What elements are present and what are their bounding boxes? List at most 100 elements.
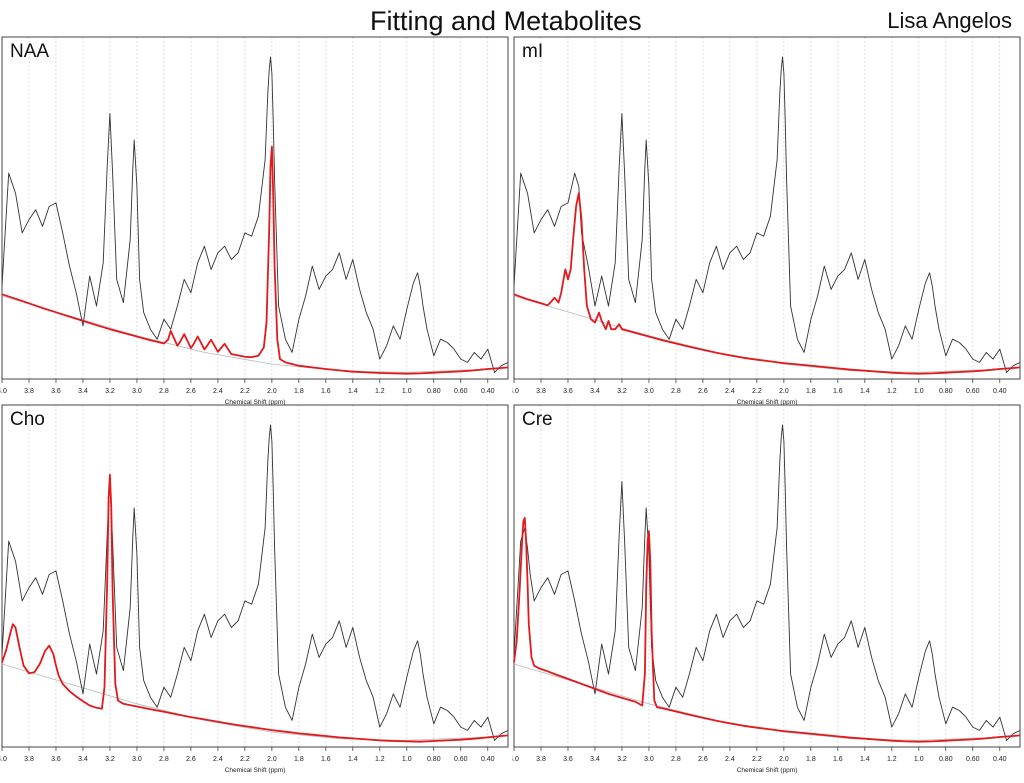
x-tick-label: 2.4 xyxy=(213,756,223,763)
panel-mi: 4.0 3.8 3.6 3.4 3.2 3.0 2.8 2.6 2.4 2.2 2.0 1.8 1.6 1… xyxy=(512,35,1022,415)
spectrum-chart-cre: 4.0 3.8 3.6 3.4 3.2 3.0 2.8 2.6 2.4 2.2 2.0 1.8 1.6 1… xyxy=(512,404,1021,774)
panel-label: Cre xyxy=(522,409,553,430)
x-tick-label: 2.8 xyxy=(671,388,681,395)
x-tick-label: 1.0 xyxy=(914,388,924,395)
slide-title: Fitting and Metabolites xyxy=(370,6,642,36)
x-tick-label: 1.2 xyxy=(375,388,385,395)
x-tick-label: 2.0 xyxy=(779,388,789,395)
x-tick-label: 3.0 xyxy=(132,388,142,395)
x-tick-label: 0.60 xyxy=(454,756,468,763)
x-tick-label: 3.6 xyxy=(51,756,61,763)
x-tick-label: 3.4 xyxy=(590,756,600,763)
x-tick-label: 0.80 xyxy=(939,756,953,763)
x-tick-label: 4.0 xyxy=(0,388,7,395)
x-tick-label: 3.8 xyxy=(24,756,34,763)
x-tick-label: 2.6 xyxy=(698,756,708,763)
x-tick-label: 0.40 xyxy=(481,388,495,395)
x-tick-label: 3.8 xyxy=(536,756,546,763)
x-tick-label: 3.2 xyxy=(105,388,115,395)
x-tick-label: 2.8 xyxy=(671,756,681,763)
x-tick-label: 0.80 xyxy=(427,756,441,763)
x-tick-label: 3.6 xyxy=(563,756,573,763)
x-tick-label: 1.0 xyxy=(402,388,412,395)
x-tick-label: 1.4 xyxy=(348,756,358,763)
baseline-line xyxy=(1,663,509,741)
x-tick-label: 2.2 xyxy=(240,388,250,395)
panel-label: mI xyxy=(522,41,544,62)
x-tick-label: 1.8 xyxy=(806,756,816,763)
x-tick-label: 1.8 xyxy=(294,388,304,395)
plot-frame xyxy=(513,36,1021,380)
x-tick-label: 1.6 xyxy=(833,756,843,763)
x-tick-label: 3.4 xyxy=(78,388,88,395)
x-tick-label: 1.2 xyxy=(375,756,385,763)
x-tick-label: 0.60 xyxy=(966,756,980,763)
x-tick-label: 2.0 xyxy=(267,388,277,395)
x-tick-label: 1.0 xyxy=(402,756,412,763)
panel-label: Cho xyxy=(10,409,45,430)
x-axis-label: Chemical Shift (ppm) xyxy=(225,399,286,406)
x-tick-label: 2.8 xyxy=(159,756,169,763)
x-tick-label: 1.4 xyxy=(860,756,870,763)
x-tick-label: 2.8 xyxy=(159,388,169,395)
x-tick-label: 4.0 xyxy=(0,756,7,763)
fit-line xyxy=(513,517,1021,743)
x-tick-label: 3.4 xyxy=(590,388,600,395)
x-axis-label: Chemical Shift (ppm) xyxy=(225,767,286,774)
x-tick-label: 4.0 xyxy=(512,388,519,395)
spectrum-line xyxy=(1,56,509,373)
x-tick-label: 3.0 xyxy=(644,388,654,395)
x-tick-label: 3.8 xyxy=(536,388,546,395)
x-tick-label: 1.6 xyxy=(833,388,843,395)
x-tick-label: 1.8 xyxy=(806,388,816,395)
x-tick-label: 3.0 xyxy=(644,756,654,763)
x-tick-label: 4.0 xyxy=(512,756,519,763)
spectrum-line xyxy=(513,424,1021,741)
x-tick-label: 0.60 xyxy=(454,388,468,395)
plot-frame xyxy=(1,404,509,748)
spectrum-line xyxy=(513,56,1021,373)
x-tick-label: 0.60 xyxy=(966,388,980,395)
x-tick-label: 0.40 xyxy=(993,756,1007,763)
x-tick-label: 1.4 xyxy=(348,388,358,395)
x-tick-label: 3.0 xyxy=(132,756,142,763)
baseline-line xyxy=(513,663,1021,741)
x-tick-label: 1.4 xyxy=(860,388,870,395)
x-tick-label: 0.80 xyxy=(939,388,953,395)
baseline-line xyxy=(513,295,1021,373)
x-tick-label: 2.0 xyxy=(779,756,789,763)
panel-label: NAA xyxy=(10,41,50,62)
x-tick-label: 2.2 xyxy=(752,756,762,763)
x-tick-label: 2.6 xyxy=(186,388,196,395)
spectrum-chart-mi: 4.0 3.8 3.6 3.4 3.2 3.0 2.8 2.6 2.4 2.2 2.0 1.8 1.6 1… xyxy=(512,36,1021,406)
x-tick-label: 2.4 xyxy=(725,388,735,395)
x-axis-label: Chemical Shift (ppm) xyxy=(737,399,798,406)
x-tick-label: 0.40 xyxy=(993,388,1007,395)
spectrum-chart-cho: 4.0 3.8 3.6 3.4 3.2 3.0 2.8 2.6 2.4 2.2 2.0 1.8 1.6 1… xyxy=(0,404,509,774)
plot-frame xyxy=(1,36,509,380)
panel-cho: 4.0 3.8 3.6 3.4 3.2 3.0 2.8 2.6 2.4 2.2 2.0 1.8 1.6 1… xyxy=(0,403,510,783)
x-tick-label: 1.0 xyxy=(914,756,924,763)
baseline-line xyxy=(1,295,509,373)
x-tick-label: 3.2 xyxy=(105,756,115,763)
panel-naa: 4.0 3.8 3.6 3.4 3.2 3.0 2.8 2.6 2.4 2.2 2.0 1.8 1.6 1… xyxy=(0,35,510,415)
plot-frame xyxy=(513,404,1021,748)
x-tick-label: 1.8 xyxy=(294,756,304,763)
x-tick-label: 1.2 xyxy=(887,756,897,763)
panel-cre: 4.0 3.8 3.6 3.4 3.2 3.0 2.8 2.6 2.4 2.2 2.0 1.8 1.6 1… xyxy=(512,403,1022,783)
fit-line xyxy=(1,145,509,375)
author-name: Lisa Angelos xyxy=(887,8,1012,33)
x-axis-label: Chemical Shift (ppm) xyxy=(737,767,798,774)
fit-line xyxy=(513,192,1021,375)
x-tick-label: 0.80 xyxy=(427,388,441,395)
x-tick-label: 3.6 xyxy=(563,388,573,395)
x-tick-label: 2.0 xyxy=(267,756,277,763)
x-tick-label: 2.2 xyxy=(240,756,250,763)
x-tick-label: 3.8 xyxy=(24,388,34,395)
x-tick-label: 2.6 xyxy=(186,756,196,763)
x-tick-label: 3.6 xyxy=(51,388,61,395)
x-tick-label: 3.2 xyxy=(617,388,627,395)
spectrum-line xyxy=(1,424,509,741)
x-tick-label: 2.2 xyxy=(752,388,762,395)
x-tick-label: 0.40 xyxy=(481,756,495,763)
